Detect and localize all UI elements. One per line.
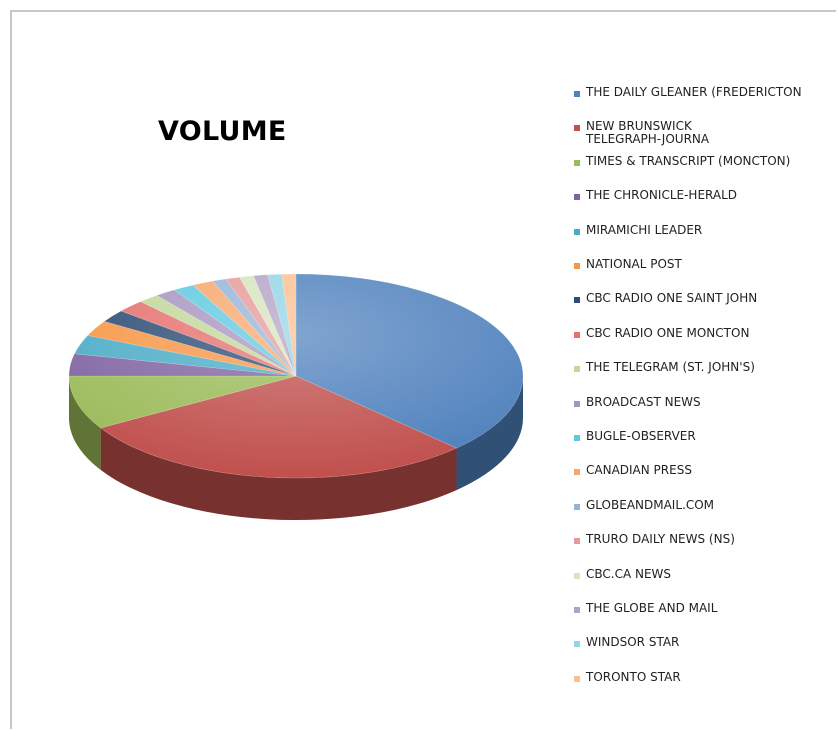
legend-swatch — [574, 641, 580, 648]
legend-label: TORONTO STAR — [586, 669, 681, 684]
legend-label: NATIONAL POST — [586, 257, 682, 271]
legend-label: CBC.CA NEWS — [586, 566, 672, 581]
legend-item: THE DAILY GLEANER (FREDERICTON — [574, 86, 836, 99]
legend-swatch — [574, 91, 580, 97]
legend-item: GLOBEANDMAIL.COM — [574, 497, 836, 512]
legend-item: NATIONAL POST — [574, 258, 836, 271]
legend-label: THE TELEGRAM (ST. JOHN'S) — [586, 360, 755, 375]
legend-swatch — [574, 435, 580, 441]
legend-item: THE GLOBE AND MAIL — [574, 602, 836, 615]
legend-label: THE CHRONICLE-HERALD — [586, 188, 738, 203]
legend-label: GLOBEANDMAIL.COM — [586, 497, 715, 512]
legend-item: THE CHRONICLE-HERALD — [574, 189, 836, 202]
legend-swatch — [574, 366, 580, 373]
legend-swatch — [574, 503, 580, 510]
legend-swatch — [574, 159, 580, 166]
legend-item: CBC.CA NEWS — [574, 566, 836, 581]
chart-title: VOLUME — [158, 116, 287, 147]
legend-item: MIRAMICHI LEADER — [574, 222, 836, 237]
pie-gloss — [69, 274, 523, 478]
legend-label: TIMES & TRANSCRIPT (MONCTON) — [586, 153, 791, 168]
legend-label: TRURO DAILY NEWS (NS) — [586, 532, 735, 547]
legend-swatch — [574, 469, 580, 476]
legend-item: THE TELEGRAM (ST. JOHN'S) — [574, 361, 836, 374]
pie-side-walls — [69, 376, 523, 520]
legend-swatch — [574, 194, 580, 201]
legend-swatch — [574, 607, 580, 613]
legend-item: CANADIAN PRESS — [574, 464, 836, 477]
legend-item: CBC RADIO ONE SAINT JOHN — [574, 292, 836, 305]
pie-slice-side — [69, 376, 101, 470]
legend-swatch — [574, 538, 580, 545]
pie-slice-side — [100, 427, 457, 520]
legend-swatch — [574, 228, 580, 235]
legend-swatch — [574, 263, 580, 269]
legend-swatch — [574, 572, 580, 579]
legend-label: THE DAILY GLEANER (FREDERICTON — [586, 85, 802, 99]
legend-swatch — [574, 675, 580, 682]
legend-item: WINDSOR STAR — [574, 636, 836, 649]
pie-slice-side — [456, 376, 523, 491]
legend-label: CBC RADIO ONE SAINT JOHN — [586, 291, 758, 306]
legend-label: MIRAMICHI LEADER — [586, 222, 703, 237]
legend-label: BUGLE-OBSERVER — [586, 429, 696, 443]
legend-item: CBC RADIO ONE MONCTON — [574, 325, 836, 340]
legend-label: CANADIAN PRESS — [586, 463, 692, 478]
legend-item: TIMES & TRANSCRIPT (MONCTON) — [574, 153, 836, 168]
legend-item: TRURO DAILY NEWS (NS) — [574, 533, 836, 546]
legend-item: BUGLE-OBSERVER — [574, 430, 836, 443]
legend-label: THE GLOBE AND MAIL — [586, 601, 718, 615]
legend-item: BROADCAST NEWS — [574, 394, 836, 409]
legend-swatch — [574, 331, 580, 338]
legend-swatch — [574, 125, 580, 132]
legend-label: CBC RADIO ONE MONCTON — [586, 325, 750, 340]
legend-item: NEW BRUNSWICK TELEGRAPH-JOURNA — [574, 120, 836, 146]
legend-item: TORONTO STAR — [574, 669, 836, 684]
legend-swatch — [574, 400, 580, 407]
legend-label: BROADCAST NEWS — [586, 394, 701, 409]
legend-swatch — [574, 297, 580, 304]
legend-label: WINDSOR STAR — [586, 635, 680, 650]
legend-label: NEW BRUNSWICK TELEGRAPH-JOURNA — [586, 119, 710, 147]
